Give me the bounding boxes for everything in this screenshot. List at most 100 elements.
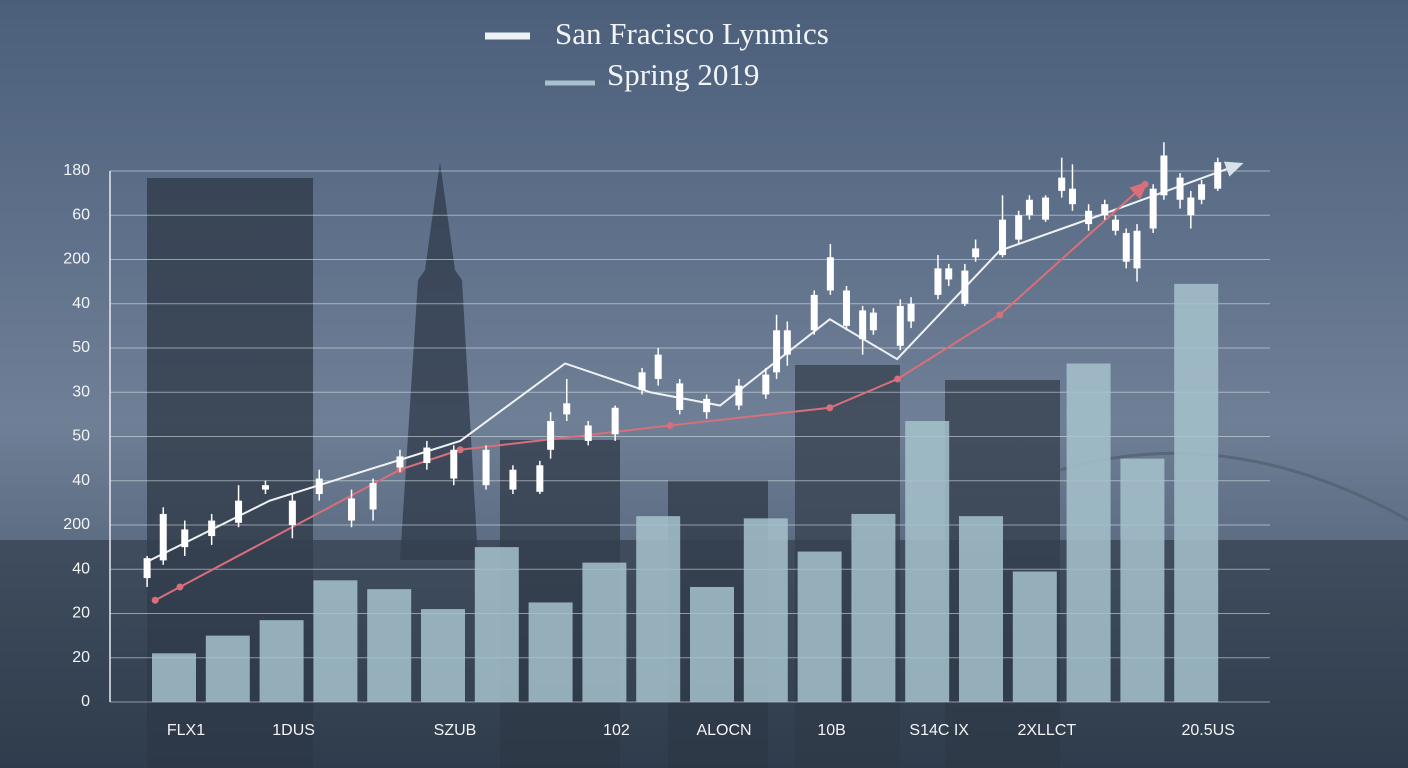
- candle-body: [181, 529, 189, 548]
- candle-body: [1101, 204, 1109, 216]
- legend-label: Spring 2019: [607, 57, 759, 92]
- bar: [474, 547, 519, 702]
- candle-body: [509, 469, 517, 490]
- candle-body: [261, 485, 269, 490]
- y-tick-label: 50: [72, 428, 90, 445]
- candle-body: [972, 248, 980, 258]
- y-tick-label: 30: [72, 383, 90, 400]
- candle-body: [869, 312, 877, 331]
- candle-body: [1015, 215, 1023, 240]
- line-point: [666, 421, 674, 429]
- candle-body: [1198, 184, 1206, 200]
- x-tick-label: 1DUS: [272, 722, 315, 739]
- bar: [797, 551, 842, 702]
- candle-body: [1149, 188, 1157, 229]
- x-tick-label: S14C IX: [909, 722, 969, 739]
- candle-body: [934, 268, 942, 295]
- x-tick-label: 102: [603, 722, 630, 739]
- y-tick-label: 60: [72, 206, 90, 223]
- bar: [959, 516, 1003, 702]
- bar: [1012, 571, 1057, 702]
- bar: [367, 589, 412, 702]
- y-tick-label: 200: [63, 251, 90, 268]
- candle-body: [638, 372, 646, 391]
- candle-body: [1122, 232, 1130, 262]
- y-tick-label: 40: [72, 295, 90, 312]
- legend-label: San Fracisco Lynmics: [555, 16, 829, 51]
- candle-body: [396, 456, 404, 468]
- candle-body: [235, 500, 243, 523]
- x-tick-label: ALOCN: [696, 722, 751, 739]
- candle-body: [288, 500, 296, 525]
- candle-body: [826, 257, 834, 291]
- y-tick-label: 50: [72, 339, 90, 356]
- candle-body: [450, 449, 458, 479]
- candle-body: [654, 354, 662, 379]
- candle-body: [999, 219, 1007, 256]
- bar: [1174, 283, 1219, 702]
- bar: [851, 513, 896, 702]
- candle-body: [762, 374, 770, 395]
- bar: [528, 602, 573, 702]
- candle-body: [859, 310, 867, 340]
- candle-body: [676, 383, 684, 410]
- candle-body: [536, 465, 544, 492]
- candle-body: [1025, 199, 1033, 216]
- line-point: [894, 375, 902, 383]
- bar: [1120, 458, 1165, 702]
- line-point: [996, 311, 1004, 319]
- y-tick-label: 20: [72, 605, 90, 622]
- candle-body: [315, 478, 323, 495]
- bar: [1066, 363, 1111, 702]
- candle-body: [783, 330, 791, 355]
- candle-body: [563, 403, 571, 415]
- candle-body: [423, 447, 431, 464]
- y-tick-label: 20: [72, 649, 90, 666]
- bar: [582, 562, 627, 702]
- y-tick-label: 40: [72, 560, 90, 577]
- candle-body: [611, 407, 619, 435]
- candle-body: [369, 482, 377, 510]
- candle-body: [1085, 210, 1093, 225]
- candle-body: [945, 268, 953, 280]
- line-point: [456, 446, 464, 454]
- y-tick-label: 40: [72, 472, 90, 489]
- bar: [259, 620, 304, 702]
- candle-body: [1214, 162, 1222, 189]
- candle-body: [208, 520, 216, 537]
- candle-body: [735, 385, 743, 406]
- candle-body: [896, 305, 904, 346]
- line-point: [151, 596, 159, 604]
- candle-body: [843, 290, 850, 326]
- candle-body: [810, 294, 818, 331]
- x-tick-label: 20.5US: [1182, 722, 1235, 739]
- bar: [205, 635, 250, 702]
- candle-body: [482, 449, 490, 486]
- candle-body: [961, 270, 969, 304]
- bar: [690, 586, 734, 702]
- x-tick-label: FLX1: [167, 722, 205, 739]
- candle-body: [159, 513, 167, 561]
- bar: [743, 518, 788, 702]
- line-point: [176, 583, 184, 591]
- candle-body: [348, 498, 356, 521]
- x-tick-label: SZUB: [434, 722, 477, 739]
- candle-body: [1068, 188, 1076, 205]
- bar: [421, 609, 465, 702]
- candle-body: [1042, 197, 1050, 220]
- candle-body: [1160, 155, 1168, 196]
- candle-body: [1133, 230, 1141, 269]
- candle-body: [773, 330, 781, 373]
- bar: [905, 421, 950, 702]
- candle-body: [703, 398, 711, 413]
- bar: [636, 516, 681, 702]
- candle-body: [584, 425, 592, 441]
- line-point: [1141, 180, 1149, 188]
- bar: [152, 653, 196, 702]
- candle-body: [1112, 219, 1119, 231]
- legend: San Fracisco Lynmics Spring 2019: [485, 16, 829, 92]
- candle-body: [1187, 197, 1195, 216]
- line-point: [826, 404, 834, 412]
